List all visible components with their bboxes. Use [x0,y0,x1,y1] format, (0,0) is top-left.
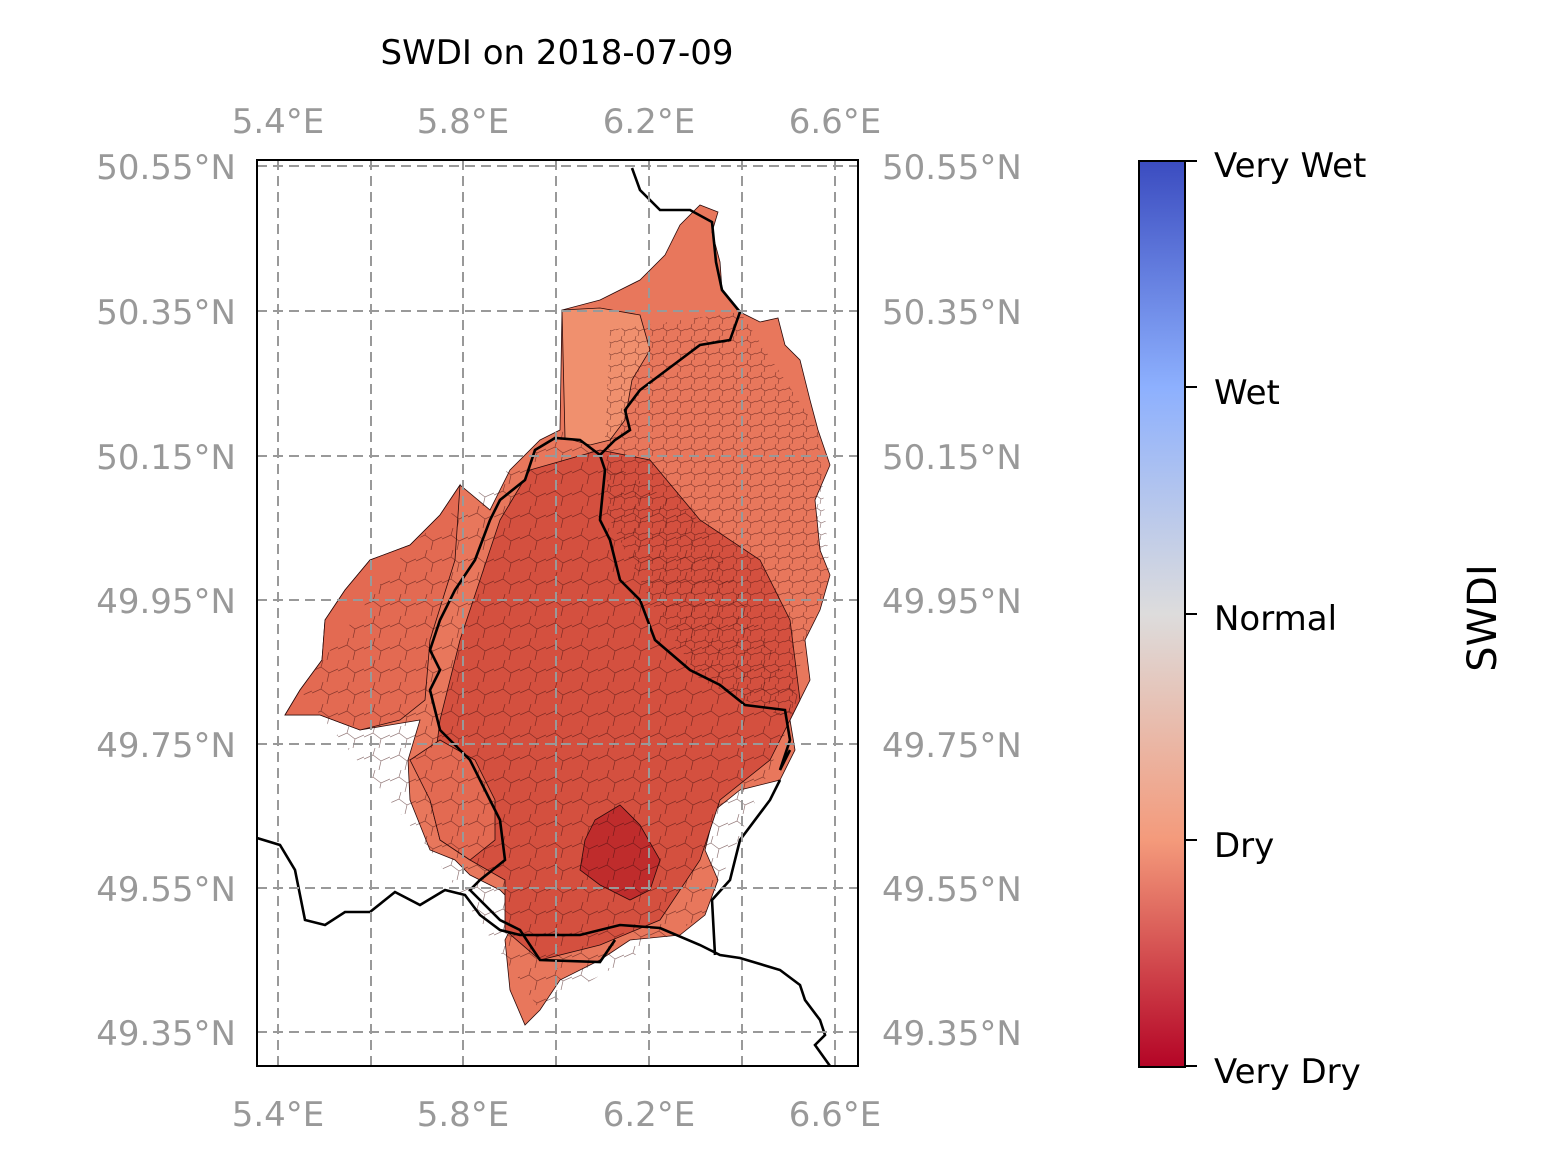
lat-ticks-right: 50.55°N 50.35°N 50.15°N 49.95°N 49.75°N … [882,148,1022,1054]
lat-tick-right-5: 49.75°N [882,726,1022,766]
lon-tick-bottom-4: 6.6°E [789,1095,882,1135]
lat-tick-right-6: 49.55°N [882,870,1022,910]
colorbar-label: SWDI [1460,564,1506,672]
lon-ticks-top: 5.4°E 5.8°E 6.2°E 6.6°E [232,102,882,142]
lon-tick-top-3: 6.2°E [603,102,696,142]
map-area [257,168,830,1066]
lat-tick-right-4: 49.95°N [882,582,1022,622]
lat-tick-left-1: 50.55°N [96,148,236,188]
lon-tick-bottom-3: 6.2°E [603,1095,696,1135]
lat-tick-left-3: 50.15°N [96,438,236,478]
lon-tick-bottom-2: 5.8°E [417,1095,510,1135]
lon-ticks-bottom: 5.4°E 5.8°E 6.2°E 6.6°E [232,1095,882,1135]
colorbar-tick-normal: Normal [1214,599,1337,639]
colorbar-tick-very-wet: Very Wet [1214,146,1366,186]
lon-tick-bottom-1: 5.4°E [232,1095,325,1135]
lat-tick-right-3: 50.15°N [882,438,1022,478]
colorbar-gradient [1139,161,1185,1067]
colorbar-tick-dry: Dry [1214,826,1274,866]
lat-tick-right-1: 50.55°N [882,148,1022,188]
lat-tick-left-5: 49.75°N [96,726,236,766]
lat-tick-left-2: 50.35°N [96,293,236,333]
lat-tick-right-2: 50.35°N [882,293,1022,333]
lat-ticks-left: 50.55°N 50.35°N 50.15°N 49.95°N 49.75°N … [96,148,236,1054]
lat-tick-right-7: 49.35°N [882,1014,1022,1054]
colorbar: Very Wet Wet Normal Dry Very Dry SWDI [1139,146,1506,1092]
lon-tick-top-1: 5.4°E [232,102,325,142]
lat-tick-left-7: 49.35°N [96,1014,236,1054]
map-title: SWDI on 2018-07-09 [381,33,734,73]
lon-tick-top-4: 6.6°E [789,102,882,142]
colorbar-tick-very-dry: Very Dry [1214,1052,1361,1092]
colorbar-tick-wet: Wet [1214,373,1280,413]
lat-tick-left-4: 49.95°N [96,582,236,622]
lat-tick-left-6: 49.55°N [96,870,236,910]
lon-tick-top-2: 5.8°E [417,102,510,142]
